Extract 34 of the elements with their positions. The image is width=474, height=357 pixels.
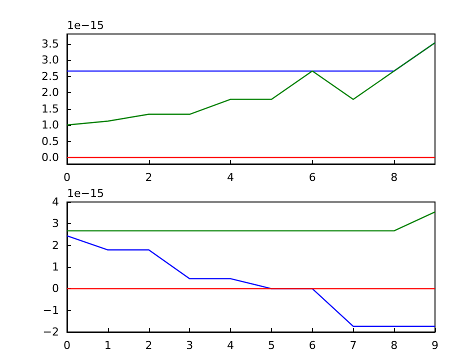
x-tick-label: 4 — [227, 339, 234, 352]
y-tick-label: 1 — [52, 260, 59, 274]
y-tick-label: 2.0 — [42, 86, 59, 99]
y-tick-label: 1.5 — [42, 102, 59, 116]
x-tick-label: 3 — [186, 339, 194, 352]
x-tick-label: 8 — [390, 171, 398, 184]
y-tick-label: 3.0 — [42, 54, 59, 66]
line-series — [66, 42, 436, 126]
y-tick-label: −2 — [42, 326, 59, 338]
y-tick-label: 0.0 — [42, 151, 59, 164]
y-tick-label: 3.5 — [42, 37, 59, 50]
x-tick-label: 8 — [390, 339, 398, 352]
line-series — [66, 235, 436, 327]
x-tick-label: 9 — [432, 339, 438, 352]
x-tick-label: 0 — [64, 339, 70, 352]
text: 1e−15 — [67, 19, 104, 32]
y-tick-label: 2.5 — [42, 70, 59, 83]
y-tick-label: 3 — [52, 217, 59, 230]
x-tick-label: 2 — [145, 171, 152, 184]
x-tick-label: 7 — [350, 339, 357, 352]
y-tick-label: 2 — [52, 238, 59, 252]
y-tick-label: 0 — [52, 282, 59, 296]
x-tick-label: 6 — [308, 339, 316, 352]
x-tick-label: 2 — [145, 339, 152, 352]
x-tick-label: 4 — [227, 171, 234, 184]
text: 1e−15 — [67, 187, 104, 200]
x-tick-label: 5 — [268, 339, 275, 352]
y-tick-label: 0.5 — [42, 134, 59, 148]
y-tick-label: −1 — [42, 304, 59, 317]
x-tick-label: 1 — [104, 339, 112, 352]
x-tick-label: 0 — [64, 171, 70, 184]
x-tick-label: 6 — [308, 171, 316, 184]
y-tick-label: 1.0 — [42, 118, 59, 132]
y-tick-label: 4 — [52, 196, 59, 208]
